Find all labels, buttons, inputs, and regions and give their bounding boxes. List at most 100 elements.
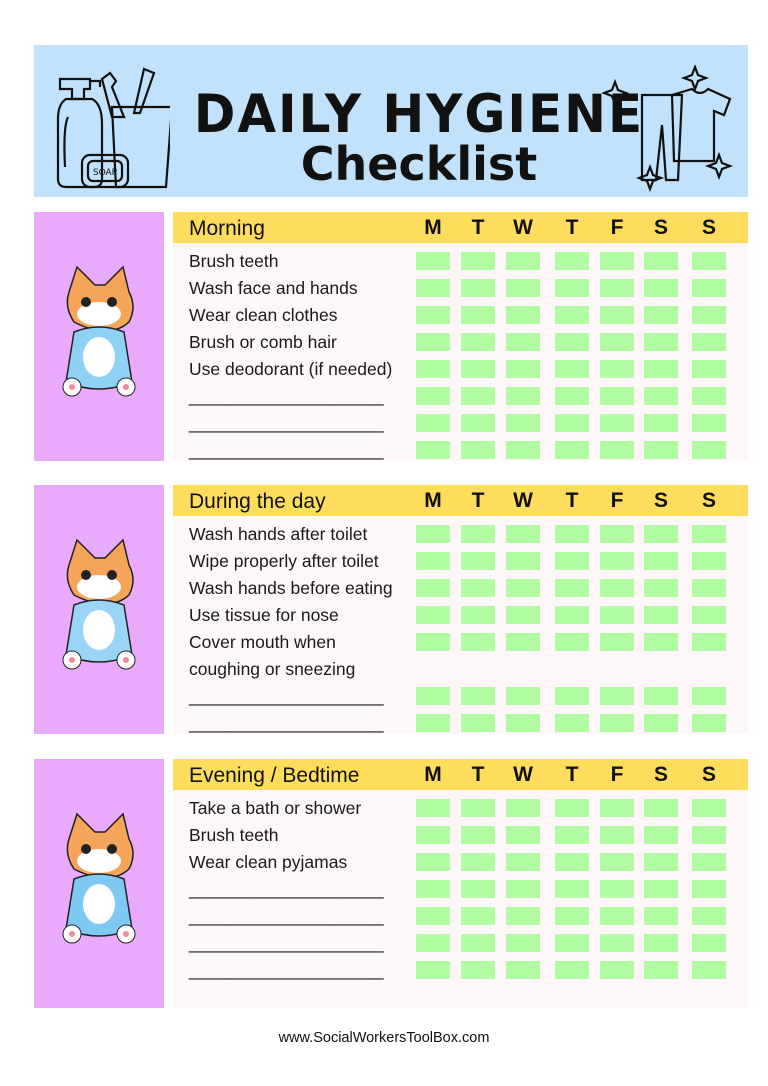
checkbox[interactable] [600,633,634,651]
checkbox[interactable] [416,333,450,351]
checkbox[interactable] [600,579,634,597]
checkbox[interactable] [555,880,589,898]
checkbox[interactable] [461,853,495,871]
checkbox[interactable] [600,333,634,351]
checkbox[interactable] [644,606,678,624]
checkbox[interactable] [461,961,495,979]
checkbox[interactable] [416,579,450,597]
checkbox[interactable] [555,306,589,324]
checkbox[interactable] [600,826,634,844]
checkbox[interactable] [555,934,589,952]
checkbox[interactable] [692,714,726,732]
checkbox[interactable] [555,414,589,432]
checkbox[interactable] [461,826,495,844]
checkbox[interactable] [461,306,495,324]
checkbox[interactable] [644,279,678,297]
checkbox[interactable] [692,360,726,378]
checkbox[interactable] [506,907,540,925]
checkbox[interactable] [506,333,540,351]
checkbox[interactable] [416,714,450,732]
checkbox[interactable] [555,799,589,817]
checkbox[interactable] [555,333,589,351]
checkbox[interactable] [506,387,540,405]
checkbox[interactable] [416,606,450,624]
checkbox[interactable] [461,360,495,378]
checkbox[interactable] [644,306,678,324]
checkbox[interactable] [416,279,450,297]
checkbox[interactable] [600,441,634,459]
checkbox[interactable] [461,387,495,405]
checkbox[interactable] [506,279,540,297]
checkbox[interactable] [461,441,495,459]
checkbox[interactable] [600,714,634,732]
task-label[interactable]: ____________________ [189,879,384,899]
task-label[interactable]: ____________________ [189,713,384,733]
checkbox[interactable] [600,360,634,378]
checkbox[interactable] [416,799,450,817]
checkbox[interactable] [692,306,726,324]
checkbox[interactable] [506,306,540,324]
checkbox[interactable] [555,441,589,459]
checkbox[interactable] [555,552,589,570]
checkbox[interactable] [600,414,634,432]
checkbox[interactable] [555,687,589,705]
checkbox[interactable] [692,961,726,979]
checkbox[interactable] [600,306,634,324]
checkbox[interactable] [416,826,450,844]
checkbox[interactable] [692,633,726,651]
checkbox[interactable] [644,880,678,898]
checkbox[interactable] [506,687,540,705]
checkbox[interactable] [506,579,540,597]
checkbox[interactable] [600,934,634,952]
checkbox[interactable] [692,252,726,270]
checkbox[interactable] [416,934,450,952]
checkbox[interactable] [461,525,495,543]
checkbox[interactable] [692,907,726,925]
footer-website[interactable]: www.SocialWorkersToolBox.com [278,1030,490,1046]
checkbox[interactable] [555,360,589,378]
checkbox[interactable] [461,880,495,898]
checkbox[interactable] [506,934,540,952]
checkbox[interactable] [461,714,495,732]
checkbox[interactable] [600,279,634,297]
checkbox[interactable] [600,799,634,817]
task-label[interactable]: ____________________ [189,960,384,980]
checkbox[interactable] [644,360,678,378]
checkbox[interactable] [644,853,678,871]
task-label[interactable]: ____________________ [189,686,384,706]
checkbox[interactable] [600,880,634,898]
checkbox[interactable] [461,252,495,270]
checkbox[interactable] [506,360,540,378]
checkbox[interactable] [416,633,450,651]
checkbox[interactable] [644,414,678,432]
checkbox[interactable] [555,853,589,871]
checkbox[interactable] [461,279,495,297]
checkbox[interactable] [644,579,678,597]
checkbox[interactable] [416,252,450,270]
checkbox[interactable] [644,687,678,705]
checkbox[interactable] [555,826,589,844]
task-label[interactable]: ____________________ [189,906,384,926]
checkbox[interactable] [416,525,450,543]
checkbox[interactable] [461,414,495,432]
checkbox[interactable] [644,552,678,570]
checkbox[interactable] [555,579,589,597]
checkbox[interactable] [416,687,450,705]
checkbox[interactable] [506,799,540,817]
checkbox[interactable] [692,552,726,570]
checkbox[interactable] [692,333,726,351]
checkbox[interactable] [692,525,726,543]
checkbox[interactable] [416,880,450,898]
checkbox[interactable] [644,333,678,351]
checkbox[interactable] [600,907,634,925]
checkbox[interactable] [692,880,726,898]
checkbox[interactable] [692,687,726,705]
checkbox[interactable] [692,579,726,597]
checkbox[interactable] [644,799,678,817]
checkbox[interactable] [506,552,540,570]
checkbox[interactable] [506,633,540,651]
checkbox[interactable] [644,826,678,844]
checkbox[interactable] [644,633,678,651]
checkbox[interactable] [416,961,450,979]
checkbox[interactable] [600,853,634,871]
